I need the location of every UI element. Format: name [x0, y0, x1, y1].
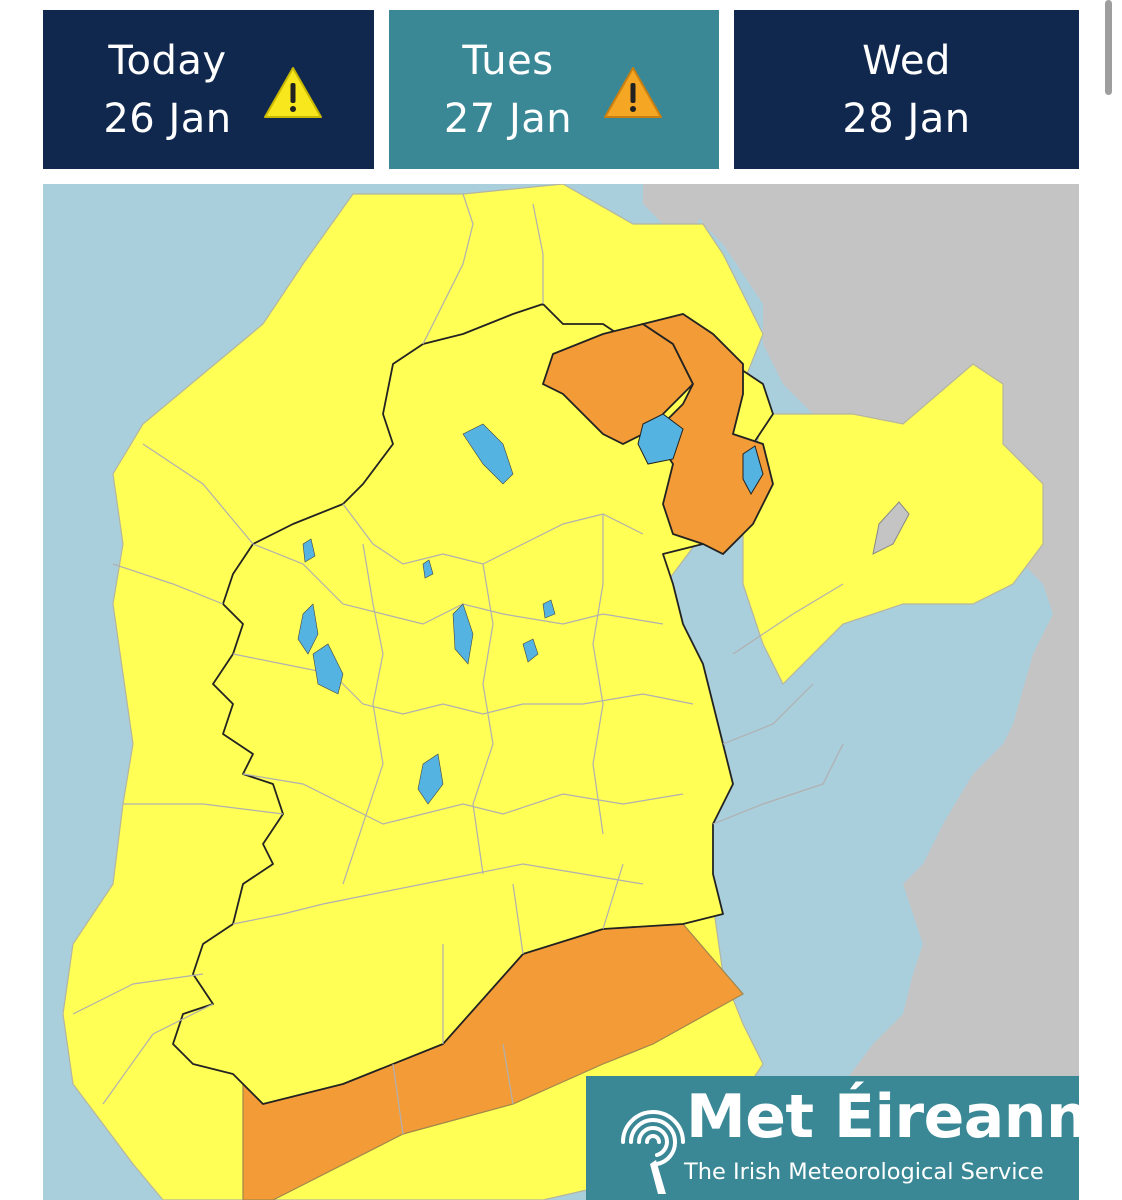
strangford-lough — [742, 445, 764, 496]
lough-erne — [462, 423, 514, 485]
tab-tues-label: Tues 27 Jan — [444, 32, 572, 148]
tab-day: Tues — [462, 37, 554, 84]
small-lake — [302, 538, 316, 563]
tab-date: 28 Jan — [842, 95, 971, 142]
isle-of-man — [872, 501, 910, 555]
logo-name: Met Éireann — [686, 1082, 1079, 1152]
lough-ree — [452, 603, 474, 665]
inland-lakes — [297, 423, 556, 805]
lough-corrib — [312, 643, 344, 695]
small-lake — [542, 599, 556, 619]
tab-date: 26 Jan — [103, 95, 232, 142]
tab-tues[interactable]: Tues 27 Jan — [389, 10, 719, 169]
lough-mask — [297, 603, 319, 655]
tab-day: Today — [108, 37, 227, 84]
met-eireann-logo[interactable]: Met Éireann The Irish Meteorological Ser… — [586, 1076, 1079, 1200]
small-lake — [422, 559, 434, 579]
small-lake — [522, 638, 539, 663]
lough-derg — [417, 753, 444, 805]
tab-day: Wed — [862, 37, 951, 84]
county-boundaries — [72, 193, 844, 1135]
tab-wed-label: Wed 28 Jan — [842, 32, 970, 148]
tab-wed[interactable]: Wed 28 Jan — [734, 10, 1079, 169]
warning-map: Met Éireann The Irish Meteorological Ser… — [43, 184, 1079, 1200]
logo-subtitle: The Irish Meteorological Service — [684, 1159, 1044, 1185]
tab-today[interactable]: Today 26 Jan — [43, 10, 374, 169]
warning-map-canvas — [62, 184, 1079, 1200]
tab-date: 27 Jan — [443, 95, 573, 142]
warning-yellow-icon — [263, 66, 322, 118]
lough-neagh — [637, 413, 684, 465]
swirl-logo-icon — [621, 1110, 685, 1194]
orange-county-antrim-down — [640, 313, 774, 556]
tab-today-label: Today 26 Jan — [103, 32, 231, 148]
scrollbar[interactable] — [1105, 0, 1112, 95]
warning-orange-icon — [604, 66, 663, 118]
